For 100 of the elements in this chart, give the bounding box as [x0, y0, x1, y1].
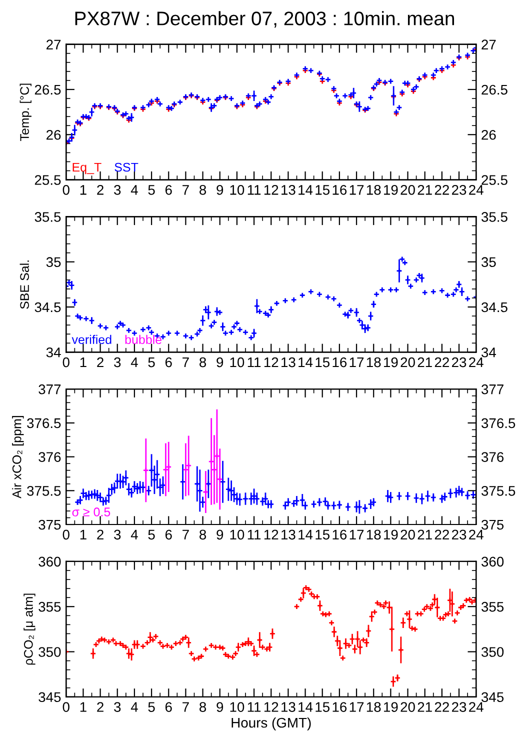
- series-label: Eq_T: [72, 162, 102, 174]
- y2-tick-label: 34.5: [481, 302, 508, 312]
- x-tick-label: 9: [216, 357, 224, 368]
- x-tick-label: 8: [200, 184, 206, 195]
- y2-tick-label: 25.5: [482, 175, 508, 185]
- y-tick-label: 375.5: [27, 486, 61, 496]
- x-tick-label: 24: [469, 530, 484, 540]
- x-tick-label: 1: [80, 185, 86, 195]
- x-axis-title: Hours (GMT): [232, 717, 311, 730]
- x-tick-label: 6: [165, 357, 172, 368]
- y-tick-label: 376: [38, 452, 61, 462]
- y-tick-label: 377: [38, 384, 61, 394]
- y-tick-label: 34.5: [34, 302, 61, 312]
- x-tick-label: 12: [264, 184, 278, 195]
- x-tick-label: 17: [350, 358, 364, 368]
- x-tick-label: 5: [148, 530, 155, 540]
- x-tick-label: 10: [230, 357, 244, 368]
- x-tick-label: 12: [264, 357, 278, 368]
- x-tick-label: 11: [248, 530, 261, 540]
- y2-tick-label: 27: [482, 40, 496, 50]
- x-tick-label: 15: [316, 530, 330, 540]
- y-tick-label: 34: [46, 347, 61, 358]
- x-tick-label: 13: [282, 357, 296, 368]
- y-tick-label: 376.5: [27, 418, 61, 428]
- y2-tick-label: 35.5: [481, 212, 508, 222]
- x-tick-label: 16: [332, 357, 347, 368]
- x-tick-label: 7: [182, 185, 189, 195]
- y-axis-title: SBE Sal.: [20, 260, 29, 309]
- x-tick-label: 2: [97, 530, 104, 540]
- y-tick-label: 375: [38, 520, 61, 530]
- legend-label: bubble: [125, 334, 162, 344]
- x-tick-label: 0: [62, 357, 70, 368]
- x-tick-label: 17: [350, 185, 364, 195]
- x-tick-label: 20: [400, 184, 415, 195]
- x-tick-label: 16: [332, 184, 347, 195]
- x-tick-label: 7: [182, 702, 189, 712]
- y-axis-title: Temp. [°C]: [20, 84, 32, 142]
- x-tick-label: 5: [148, 702, 155, 712]
- y-tick-label: 27: [46, 40, 61, 50]
- x-tick-label: 20: [400, 357, 415, 368]
- x-tick-label: 20: [400, 702, 415, 712]
- x-tick-label: 2: [97, 702, 104, 712]
- x-tick-label: 3: [114, 702, 121, 712]
- x-tick-label: 16: [332, 702, 347, 712]
- x-tick-label: 22: [434, 702, 449, 712]
- x-tick-label: 2: [97, 357, 104, 368]
- y-tick-label: 26: [46, 130, 61, 140]
- x-tick-label: 6: [165, 530, 172, 540]
- x-tick-label: 4: [130, 530, 138, 540]
- x-tick-label: 15: [316, 358, 330, 368]
- x-tick-label: 19: [384, 357, 398, 368]
- x-tick-label: 1: [80, 358, 86, 368]
- x-tick-label: 23: [452, 357, 466, 368]
- y2-tick-label: 26.5: [482, 84, 508, 95]
- x-tick-label: 24: [469, 702, 484, 712]
- y-tick-label: 35: [46, 257, 61, 268]
- x-tick-label: 3: [114, 357, 121, 368]
- x-tick-label: 19: [384, 702, 398, 712]
- x-tick-label: 9: [216, 702, 224, 712]
- x-tick-label: 8: [200, 702, 206, 712]
- x-tick-label: 23: [452, 530, 466, 540]
- x-tick-label: 14: [298, 358, 313, 368]
- y-tick-label: 355: [38, 602, 61, 612]
- y2-tick-label: 345: [481, 692, 504, 702]
- x-tick-label: 4: [130, 185, 138, 195]
- y2-tick-label: 375: [481, 520, 504, 530]
- x-tick-label: 21: [418, 184, 432, 195]
- y2-tick-label: 350: [481, 647, 504, 657]
- x-tick-label: 19: [384, 184, 398, 195]
- x-tick-label: 23: [452, 702, 466, 712]
- x-tick-label: 11: [248, 358, 261, 368]
- x-tick-label: 5: [148, 185, 155, 195]
- x-tick-label: 1: [80, 530, 86, 540]
- x-tick-label: 14: [298, 702, 313, 712]
- y-tick-label: 360: [38, 556, 61, 567]
- y-axis-title: ρCO₂ [μ atm]: [24, 594, 36, 665]
- y2-tick-label: 360: [481, 556, 504, 567]
- x-tick-label: 24: [469, 357, 484, 368]
- y2-tick-label: 35: [481, 257, 496, 268]
- x-tick-label: 3: [114, 184, 121, 195]
- x-tick-label: 15: [316, 702, 330, 712]
- x-tick-label: 9: [216, 184, 224, 195]
- y2-tick-label: 376: [481, 452, 504, 462]
- y-axis-title: Air xCO₂ [ppm]: [12, 416, 24, 498]
- x-tick-label: 17: [350, 702, 364, 712]
- y2-tick-label: 377: [481, 384, 504, 394]
- x-tick-label: 7: [182, 358, 189, 368]
- x-tick-label: 11: [248, 702, 261, 712]
- x-tick-label: 13: [282, 530, 296, 540]
- x-tick-label: 6: [165, 702, 172, 712]
- x-tick-label: 4: [130, 702, 138, 712]
- x-tick-label: 12: [264, 702, 278, 712]
- x-tick-label: 14: [298, 530, 313, 540]
- x-tick-label: 8: [200, 530, 206, 540]
- x-tick-label: 18: [366, 357, 381, 368]
- x-tick-label: 16: [332, 530, 347, 540]
- x-tick-label: 9: [216, 530, 224, 540]
- y2-tick-label: 355: [481, 602, 504, 612]
- x-tick-label: 18: [366, 530, 381, 540]
- y-tick-label: 345: [38, 692, 61, 702]
